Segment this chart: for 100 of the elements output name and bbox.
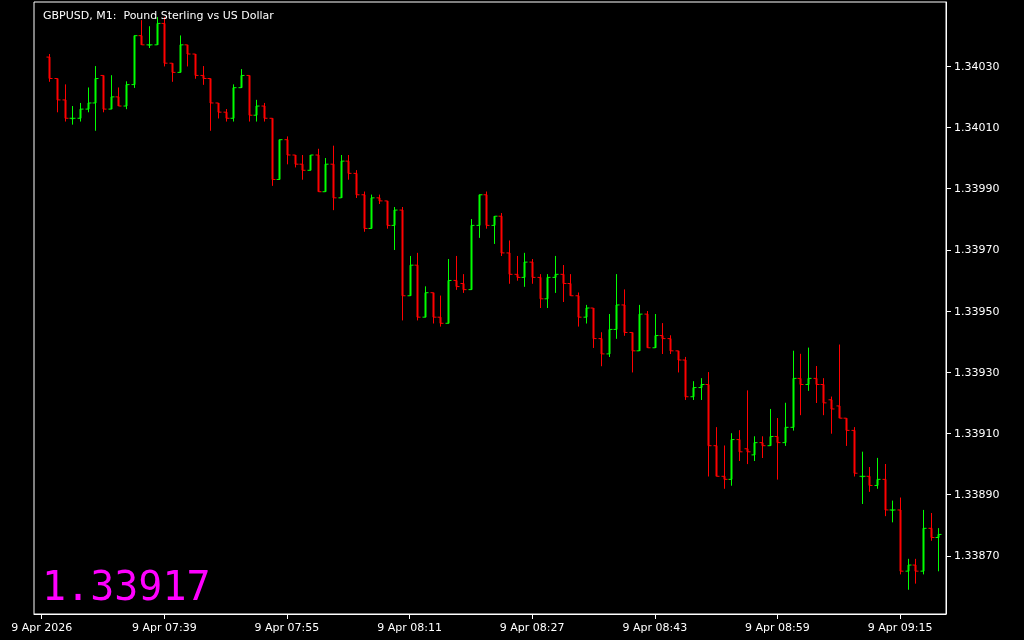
candlestick	[223, 108, 230, 122]
candlestick	[69, 105, 76, 125]
candlestick	[537, 273, 544, 309]
candlestick	[882, 463, 889, 517]
candlestick	[828, 396, 835, 434]
candlestick	[345, 154, 352, 180]
candlestick	[667, 335, 674, 355]
candlestick	[261, 102, 268, 122]
candlestick	[476, 194, 483, 239]
candlestick	[590, 307, 597, 349]
candlestick	[851, 426, 858, 477]
candlestick	[912, 558, 919, 584]
candlestick	[767, 408, 774, 447]
candlestick	[751, 436, 758, 462]
candlestick	[736, 429, 743, 462]
candlestick	[552, 255, 559, 294]
candlestick	[652, 313, 659, 349]
candlestick	[598, 331, 605, 367]
x-tick-label: 9 Apr 08:59	[745, 621, 810, 634]
candlestick	[713, 426, 720, 477]
candlestick	[169, 62, 176, 83]
candlestick	[905, 558, 912, 591]
y-tick-label: 1.33870	[954, 549, 1000, 563]
annotation: 1.33917	[42, 563, 211, 609]
candlestick	[889, 500, 896, 523]
candlestick	[123, 81, 130, 110]
candlestick	[629, 331, 636, 373]
x-tick-label: 9 Apr 07:55	[254, 621, 320, 634]
candlestick	[100, 74, 107, 113]
candlestick	[77, 102, 84, 122]
candlestick	[338, 154, 345, 199]
x-tick-label: 9 Apr 08:27	[499, 621, 565, 634]
candlestick	[544, 273, 551, 309]
candlestick	[54, 78, 61, 113]
candlestick	[859, 451, 866, 505]
candlestick	[422, 286, 429, 318]
candlestick	[744, 390, 751, 465]
candlestick	[62, 84, 69, 122]
x-tick-label: 9 Apr 09:15	[867, 621, 933, 634]
candlestick	[138, 19, 145, 46]
y-tick-label: 1.34030	[954, 59, 1000, 73]
candlestick	[330, 145, 337, 211]
candlestick	[529, 258, 536, 285]
candlestick	[636, 304, 643, 352]
candlestick	[315, 148, 322, 193]
x-tick-label: 9 Apr 08:43	[622, 621, 688, 634]
candlestick	[705, 371, 712, 477]
candlestick	[659, 322, 666, 355]
candlestick	[407, 255, 414, 297]
candlestick	[866, 466, 873, 493]
candlestick	[230, 84, 237, 122]
candlestick	[46, 53, 53, 83]
y-tick-label: 1.33910	[954, 426, 1000, 440]
candlestick	[575, 292, 582, 327]
candlestick	[782, 402, 789, 447]
candlestick	[414, 252, 421, 321]
candlestick	[583, 304, 590, 324]
candlestick	[928, 512, 935, 542]
candlestick	[721, 445, 728, 490]
candlestick	[790, 350, 797, 431]
candlestick	[391, 206, 398, 251]
candlestick	[468, 218, 475, 291]
y-tick-label: 1.33930	[954, 365, 1000, 379]
candlestick	[698, 377, 705, 401]
y-tick-label: 1.34010	[954, 120, 1000, 134]
candlestick	[376, 194, 383, 205]
candlestick	[246, 74, 253, 122]
candlestick	[177, 35, 184, 73]
x-tick-label: 9 Apr 08:11	[377, 621, 442, 634]
candlestick	[805, 347, 812, 392]
candlestick	[253, 99, 260, 122]
candlestick	[690, 380, 697, 401]
candlestick	[192, 53, 199, 79]
y-tick-label: 1.33890	[954, 488, 1000, 502]
candlestick	[920, 509, 927, 575]
candlestick	[284, 136, 291, 165]
candlestick	[460, 273, 467, 294]
candlestick	[368, 194, 375, 229]
candlestick	[269, 117, 276, 187]
text: GBPUSD, M1: Pound Sterling vs US Dollar	[43, 9, 275, 22]
candlestick	[353, 169, 360, 199]
candlestick	[483, 191, 490, 229]
candlestick	[307, 154, 314, 171]
candlestick	[322, 157, 329, 193]
candlestick	[935, 527, 942, 572]
candlestick	[146, 25, 153, 49]
candlestick	[521, 252, 528, 288]
candlestick	[797, 353, 804, 416]
candlestick	[276, 139, 283, 180]
candlestick	[453, 255, 460, 291]
candlestick	[238, 68, 245, 89]
candlestick	[131, 35, 138, 89]
candlestick	[115, 87, 122, 107]
candlestick	[514, 255, 521, 281]
candlestick	[728, 432, 735, 486]
candlestick	[506, 240, 513, 285]
y-tick-label: 1.33970	[954, 243, 1000, 257]
candlestick	[874, 457, 881, 490]
candlestick	[184, 44, 191, 67]
candlestick	[897, 497, 904, 575]
